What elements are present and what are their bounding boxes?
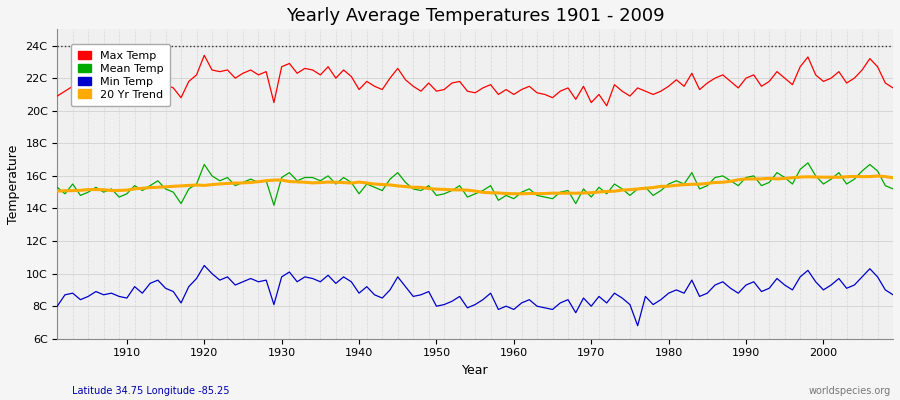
Y-axis label: Temperature: Temperature: [7, 144, 20, 224]
Title: Yearly Average Temperatures 1901 - 2009: Yearly Average Temperatures 1901 - 2009: [286, 7, 664, 25]
X-axis label: Year: Year: [462, 364, 489, 377]
Text: Latitude 34.75 Longitude -85.25: Latitude 34.75 Longitude -85.25: [72, 386, 230, 396]
Text: worldspecies.org: worldspecies.org: [809, 386, 891, 396]
Legend: Max Temp, Mean Temp, Min Temp, 20 Yr Trend: Max Temp, Mean Temp, Min Temp, 20 Yr Tre…: [71, 44, 170, 106]
